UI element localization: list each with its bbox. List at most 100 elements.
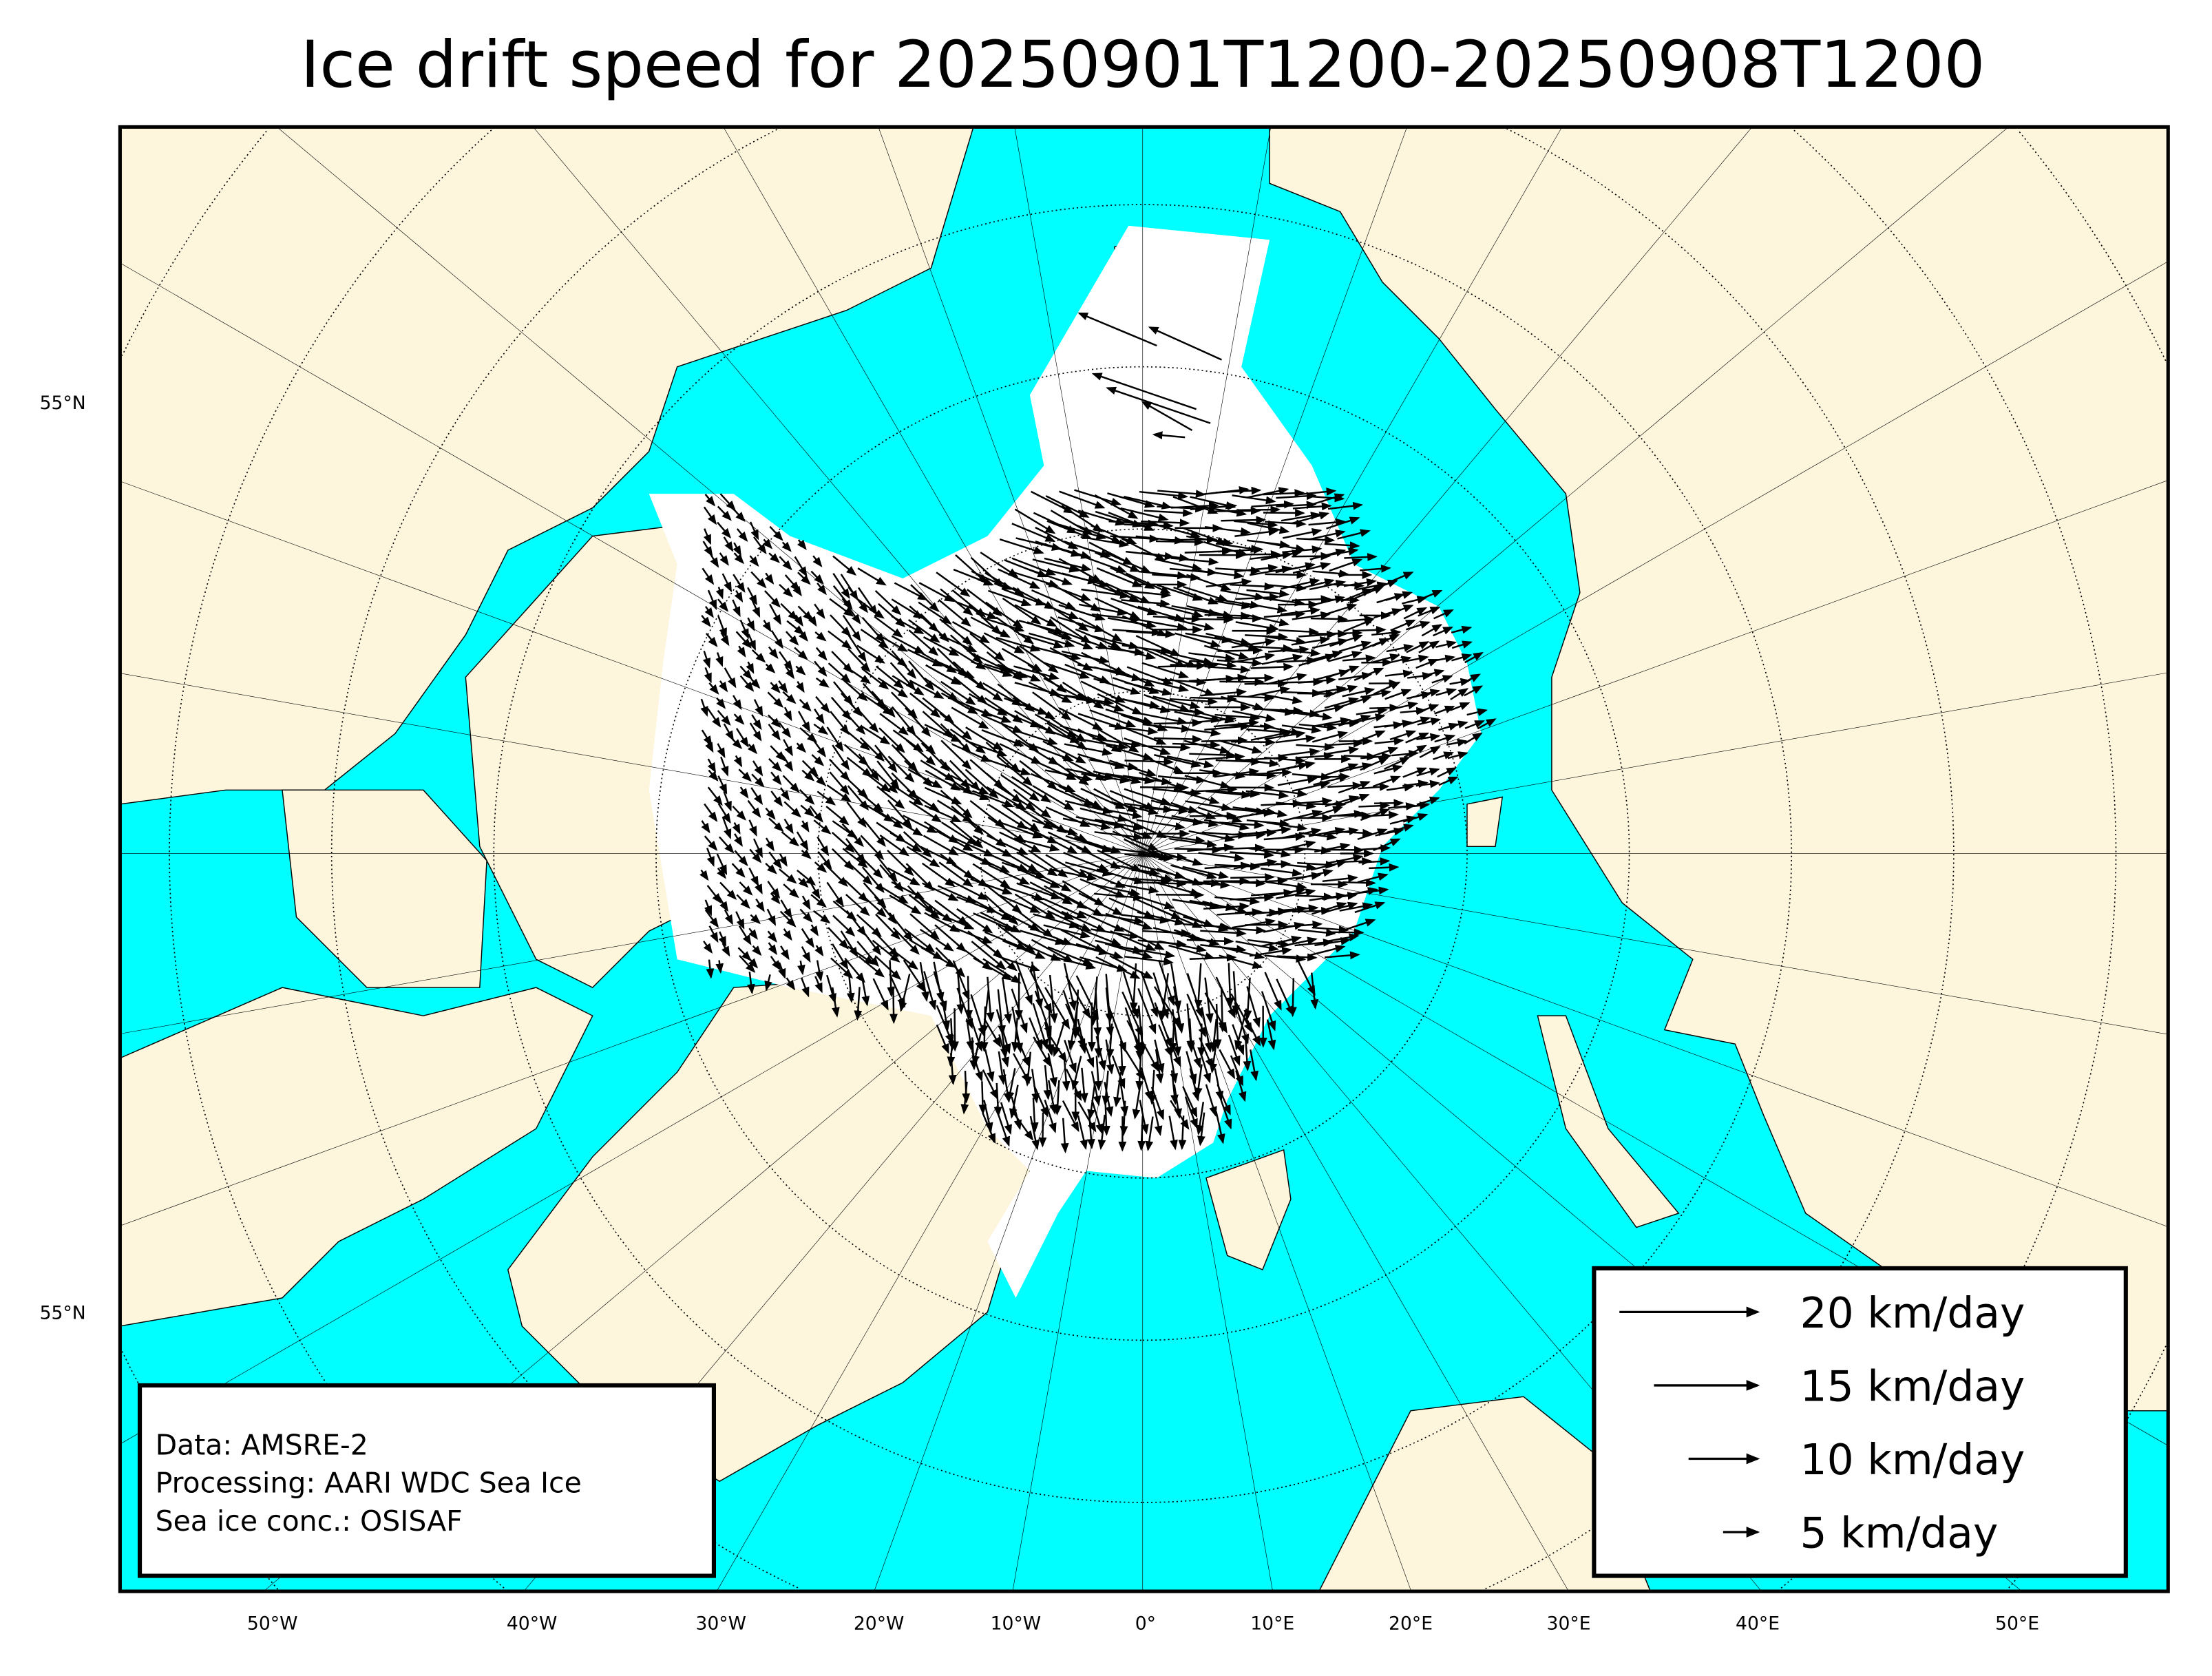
drift-arrow bbox=[1281, 512, 1321, 522]
drift-arrow bbox=[779, 787, 790, 802]
drift-arrow bbox=[1106, 773, 1155, 784]
drift-arrow bbox=[1092, 737, 1141, 748]
drift-arrow bbox=[876, 633, 909, 652]
legend-label: 20 km/day bbox=[1800, 1289, 2025, 1338]
drift-arrow bbox=[887, 799, 913, 828]
drift-arrow bbox=[1387, 572, 1414, 584]
drift-arrow bbox=[1327, 651, 1362, 662]
map-title: Ice drift speed for 20250901T1200-202509… bbox=[300, 28, 1985, 103]
drift-arrow bbox=[1263, 509, 1305, 517]
drift-arrow bbox=[1124, 757, 1175, 766]
drift-arrow bbox=[1371, 634, 1400, 647]
drift-arrow bbox=[1312, 569, 1350, 578]
drift-arrow bbox=[751, 649, 766, 663]
drift-arrow bbox=[1035, 526, 1079, 549]
drift-arrow bbox=[1356, 730, 1386, 744]
drift-arrow bbox=[909, 679, 945, 699]
drift-arrow bbox=[1344, 553, 1378, 561]
drift-arrow bbox=[1343, 578, 1377, 587]
drift-arrow bbox=[938, 633, 978, 653]
drift-arrow bbox=[1139, 490, 1189, 500]
drift-arrow bbox=[707, 708, 721, 728]
drift-arrow bbox=[828, 662, 852, 684]
drift-arrow bbox=[1263, 597, 1305, 607]
drift-arrow bbox=[1094, 552, 1141, 572]
drift-arrow bbox=[922, 697, 955, 724]
drift-arrow bbox=[1158, 678, 1207, 687]
drift-arrow bbox=[918, 582, 955, 603]
drift-arrow bbox=[1464, 732, 1483, 744]
drift-arrow bbox=[815, 677, 830, 688]
drift-arrow bbox=[1166, 651, 1214, 666]
drift-arrow bbox=[938, 771, 973, 795]
drift-arrow bbox=[732, 806, 746, 821]
drift-arrow bbox=[796, 742, 807, 753]
lon-label: 30°E bbox=[1547, 1613, 1591, 1634]
drift-arrow bbox=[986, 786, 1027, 810]
drift-arrow bbox=[891, 615, 925, 634]
drift-arrow bbox=[1034, 646, 1082, 661]
drift-arrow bbox=[988, 589, 1032, 607]
drift-arrow bbox=[1416, 733, 1441, 742]
drift-arrow bbox=[1327, 501, 1364, 510]
drift-arrow bbox=[1421, 669, 1445, 678]
drift-arrow bbox=[768, 723, 781, 741]
drift-arrow bbox=[876, 760, 900, 789]
drift-arrow bbox=[1309, 493, 1345, 506]
drift-arrow bbox=[1249, 768, 1292, 777]
drift-arrow bbox=[890, 691, 918, 719]
drift-arrow bbox=[918, 601, 952, 625]
drift-arrow bbox=[1120, 725, 1167, 745]
drift-arrow bbox=[1434, 705, 1455, 715]
drift-arrow bbox=[1383, 656, 1412, 665]
drift-arrow bbox=[1232, 494, 1276, 505]
drift-arrow bbox=[1314, 717, 1351, 727]
drift-arrow bbox=[1057, 616, 1106, 633]
drift-arrow bbox=[1307, 704, 1345, 715]
drift-arrow bbox=[1221, 516, 1267, 525]
drift-arrow bbox=[736, 528, 748, 542]
drift-arrow bbox=[956, 601, 998, 620]
drift-arrow bbox=[1405, 620, 1431, 631]
drift-arrow bbox=[1354, 626, 1387, 634]
drift-arrow bbox=[951, 706, 989, 729]
drift-arrow bbox=[889, 986, 898, 1025]
lat-label: 55°N bbox=[40, 392, 86, 414]
drift-arrow bbox=[845, 729, 870, 751]
drift-arrow bbox=[1374, 737, 1404, 746]
drift-arrow bbox=[907, 619, 940, 643]
drift-arrow bbox=[1265, 519, 1307, 528]
drift-arrow bbox=[904, 760, 933, 788]
drift-arrow bbox=[1391, 749, 1420, 758]
drift-arrow bbox=[809, 805, 823, 823]
drift-arrow bbox=[732, 599, 741, 618]
drift-arrow bbox=[1038, 1112, 1047, 1148]
drift-arrow bbox=[779, 583, 793, 598]
drift-arrow bbox=[1139, 783, 1190, 792]
drift-arrow bbox=[1298, 676, 1337, 684]
drift-arrow bbox=[1205, 790, 1252, 799]
drift-arrow bbox=[843, 710, 866, 735]
meridian-line bbox=[120, 853, 1143, 1445]
drift-arrow bbox=[1323, 547, 1359, 557]
drift-arrow bbox=[1120, 714, 1168, 732]
drift-arrow bbox=[1204, 526, 1251, 536]
drift-arrow bbox=[1144, 693, 1190, 712]
drift-arrow bbox=[1121, 538, 1166, 561]
drift-arrow bbox=[1183, 585, 1229, 603]
drift-arrow bbox=[1214, 636, 1259, 651]
drift-arrow bbox=[871, 691, 896, 718]
lon-label: 40°W bbox=[507, 1613, 558, 1634]
drift-arrow bbox=[1247, 522, 1290, 534]
drift-arrow bbox=[1170, 678, 1216, 696]
drift-arrow bbox=[799, 727, 818, 743]
drift-arrow bbox=[1190, 660, 1237, 669]
meridian-line bbox=[1142, 480, 2169, 854]
drift-arrow bbox=[950, 775, 989, 795]
drift-arrow bbox=[1121, 589, 1172, 599]
drift-arrow bbox=[1263, 489, 1305, 497]
drift-arrow bbox=[891, 635, 925, 654]
drift-arrow bbox=[1001, 647, 1043, 672]
drift-arrow bbox=[1360, 564, 1391, 573]
drift-arrow bbox=[752, 760, 763, 777]
